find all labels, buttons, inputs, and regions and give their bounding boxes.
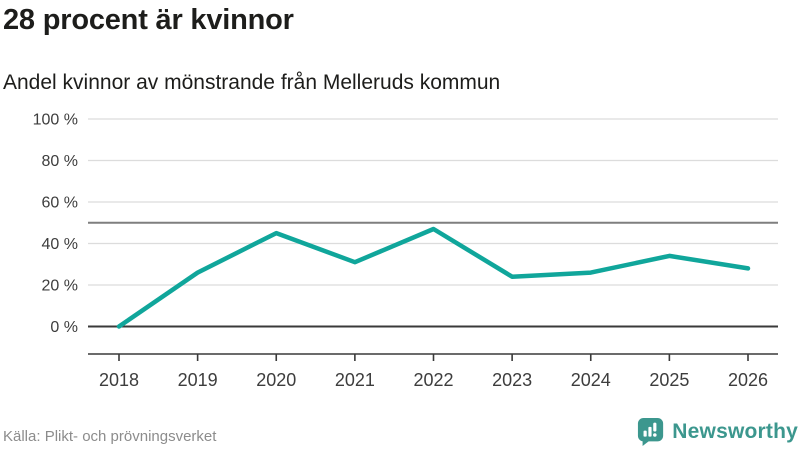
- data-line: [116, 226, 751, 329]
- x-tick-label: 2024: [571, 370, 611, 390]
- x-tick-label: 2025: [649, 370, 689, 390]
- newsworthy-wordmark: Newsworthy: [672, 420, 798, 443]
- x-tick-label: 2021: [335, 370, 375, 390]
- y-tick-label: 0 %: [50, 319, 78, 336]
- x-tick-label: 2019: [178, 370, 218, 390]
- chart-subtitle: Andel kvinnor av mönstrande från Melleru…: [3, 71, 501, 94]
- y-tick-label: 20 %: [42, 278, 78, 295]
- chart-title: 28 procent är kvinnor: [3, 4, 294, 36]
- newsworthy-logo-icon: [638, 418, 664, 446]
- x-tick-label: 2022: [413, 370, 453, 390]
- newsworthy-logo: Newsworthy: [637, 417, 798, 447]
- x-tick-label: 2020: [256, 370, 296, 390]
- x-tick-label: 2018: [99, 370, 139, 390]
- x-tick-label: 2026: [728, 370, 768, 390]
- y-tick-label: 100 %: [33, 112, 78, 129]
- source-note: Källa: Plikt- och prövningsverket: [3, 428, 217, 445]
- y-tick-label: 40 %: [42, 236, 78, 253]
- y-tick-label: 80 %: [42, 153, 78, 170]
- x-tick-label: 2023: [492, 370, 532, 390]
- y-tick-label: 60 %: [42, 195, 78, 212]
